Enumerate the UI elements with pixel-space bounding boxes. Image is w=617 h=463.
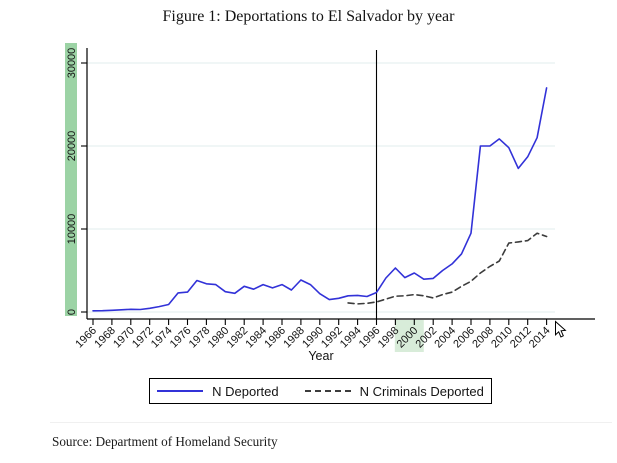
y-axis-labels-highlight — [65, 43, 77, 316]
y-tick-label: 10000 — [66, 214, 78, 245]
y-tick-label: 30000 — [66, 48, 78, 79]
y-tick-label: 0 — [66, 309, 78, 315]
chart-title: Figure 1: Deportations to El Salvador by… — [162, 8, 455, 25]
x-axis-title: Year — [308, 349, 333, 363]
legend-dashed-line-sample — [304, 390, 351, 392]
x-tick-2000-highlight — [394, 320, 424, 352]
source-note: Source: Department of Homeland Security — [52, 434, 278, 449]
x-tick-label: 2014 — [527, 325, 553, 351]
series-line-n-deported — [92, 87, 548, 312]
series-line-n-criminals-deported — [347, 232, 548, 305]
figure-bottom-divider — [50, 422, 612, 423]
legend: N Deported N Criminals Deported — [149, 378, 492, 404]
mouse-cursor — [555, 320, 567, 338]
legend-label-n-deported: N Deported — [212, 383, 279, 399]
legend-solid-line-sample — [157, 390, 204, 392]
legend-label-n-criminals-deported: N Criminals Deported — [359, 383, 484, 399]
y-tick-label: 20000 — [66, 131, 78, 162]
